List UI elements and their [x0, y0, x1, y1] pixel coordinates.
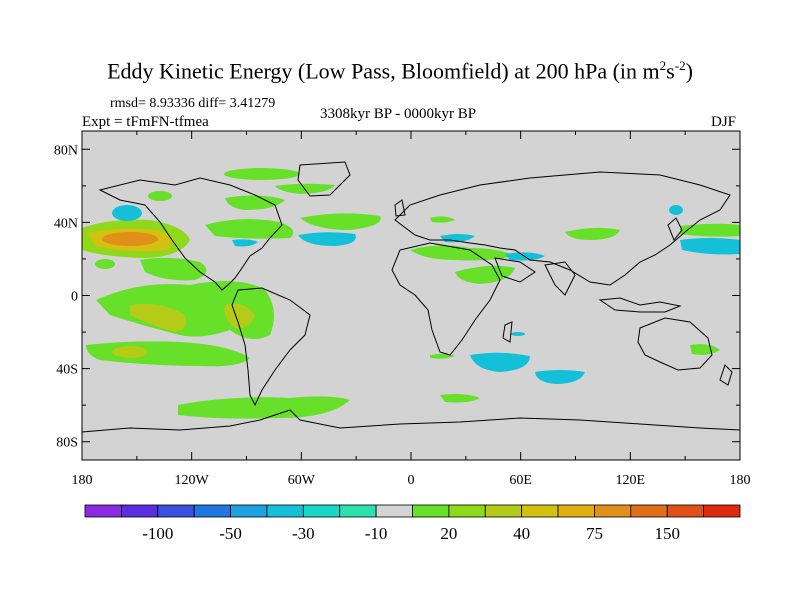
- coast-new-zealand: [719, 364, 733, 386]
- colorbar-box: [157, 504, 195, 518]
- contour-arctic: [224, 168, 300, 180]
- colorbar-box: [412, 504, 450, 518]
- coast-antarctica: [82, 409, 740, 433]
- colorbar-box: [594, 504, 632, 518]
- colorbar-box: [84, 504, 122, 518]
- contour-canada: [225, 195, 285, 210]
- x-tick-label: 180: [72, 473, 93, 488]
- coastlines: [82, 161, 740, 433]
- coast-greenland: [297, 161, 351, 197]
- coast-japan: [667, 217, 683, 241]
- colorbar-box: [120, 504, 159, 518]
- colorbar-box: [302, 504, 341, 518]
- contour-southern-ocean: [178, 396, 350, 419]
- y-tick-label: 80N: [54, 143, 78, 158]
- colorbar-label: -30: [292, 524, 315, 543]
- map-title: Eddy Kinetic Energy (Low Pass, Bloomfiel…: [107, 58, 693, 84]
- contour-neg-alaska: [112, 205, 142, 221]
- axis-ticks: [81, 131, 741, 460]
- colorbar-box: [375, 504, 413, 518]
- axis-tick-labels: 180 120W 60W 0 60E 120E 180 80N 40N 0 40S 80S: [54, 143, 751, 488]
- colorbar-box: [339, 504, 377, 518]
- coast-arabia: [494, 257, 536, 283]
- colorbar-box: [448, 504, 486, 518]
- colorbar-label: 40: [513, 524, 530, 543]
- contour-neg-gulf: [232, 239, 258, 247]
- colorbar-box: [193, 504, 231, 518]
- contour-north-atlantic: [300, 213, 381, 230]
- colorbar-label: -50: [219, 524, 242, 543]
- y-tick-label: 40S: [56, 363, 78, 378]
- contour-south-indian: [440, 394, 480, 403]
- contour-north-pacific-max: [102, 232, 158, 246]
- contour-north-asia: [430, 216, 455, 223]
- colorbar-label: -100: [142, 524, 173, 543]
- contour-andes-core: [224, 303, 255, 329]
- contour-south-pacific-core: [112, 346, 148, 358]
- colorbar-labels: -100 -50 -30 -10 20 40 75 150: [142, 524, 680, 543]
- colorbar-box: [484, 504, 523, 518]
- colorbar-box: [521, 504, 559, 518]
- coast-india: [544, 261, 576, 296]
- contour-neg-indian: [470, 352, 530, 372]
- contour-east-asia: [565, 227, 620, 240]
- contour-neg-japan: [669, 205, 683, 215]
- contour-alaska: [148, 191, 172, 201]
- contour-north-america: [205, 219, 294, 239]
- coast-eurasia: [394, 171, 731, 286]
- contour-neg-south-australia: [535, 370, 585, 384]
- coast-north-america: [98, 177, 283, 291]
- coast-south-america: [231, 287, 311, 407]
- contour-northwest-pacific: [680, 223, 740, 237]
- x-tick-label: 120W: [175, 473, 210, 488]
- coast-uk: [394, 199, 406, 217]
- y-tick-label: 0: [71, 290, 78, 305]
- coast-australia: [637, 317, 713, 371]
- x-tick-label: 0: [408, 473, 415, 488]
- colorbar-label: 150: [654, 524, 680, 543]
- x-tick-label: 60W: [288, 473, 316, 488]
- contour-central-pacific: [140, 257, 207, 281]
- colorbar-label: 20: [440, 524, 457, 543]
- colorbar-box: [557, 504, 595, 518]
- season-label: DJF: [711, 114, 737, 130]
- colorbar-label: 75: [586, 524, 603, 543]
- coast-indonesia: [598, 297, 682, 313]
- y-tick-label: 80S: [56, 436, 78, 451]
- contour-east-pacific-core: [130, 303, 187, 332]
- stats-label: rmsd= 8.93336 diff= 3.41279: [110, 96, 276, 111]
- contour-east-pacific: [96, 281, 274, 339]
- colorbar-box: [666, 504, 705, 518]
- x-tick-label: 180: [730, 473, 751, 488]
- colorbar-box: [630, 504, 668, 518]
- experiment-label: Expt = tFmFN-tfmea: [82, 114, 209, 130]
- colorbar-box: [230, 504, 268, 518]
- contour-hawaii: [95, 259, 115, 269]
- colorbar-box: [266, 504, 304, 518]
- period-label: 3308kyr BP - 0000kyr BP: [320, 106, 477, 122]
- contour-mediterranean: [410, 245, 515, 261]
- x-tick-label: 120E: [616, 473, 646, 488]
- contour-australia: [690, 344, 720, 355]
- coast-africa: [391, 242, 501, 356]
- x-tick-label: 60E: [509, 473, 532, 488]
- colorbar: [84, 504, 741, 518]
- contour-neg-north-pacific-west: [680, 238, 740, 255]
- coast-madagascar: [502, 321, 513, 343]
- contour-neg-atlantic: [298, 232, 356, 246]
- y-tick-label: 40N: [54, 216, 78, 231]
- colorbar-box: [703, 504, 741, 518]
- contour-neg-madagascar: [511, 332, 525, 336]
- colorbar-label: -10: [365, 524, 388, 543]
